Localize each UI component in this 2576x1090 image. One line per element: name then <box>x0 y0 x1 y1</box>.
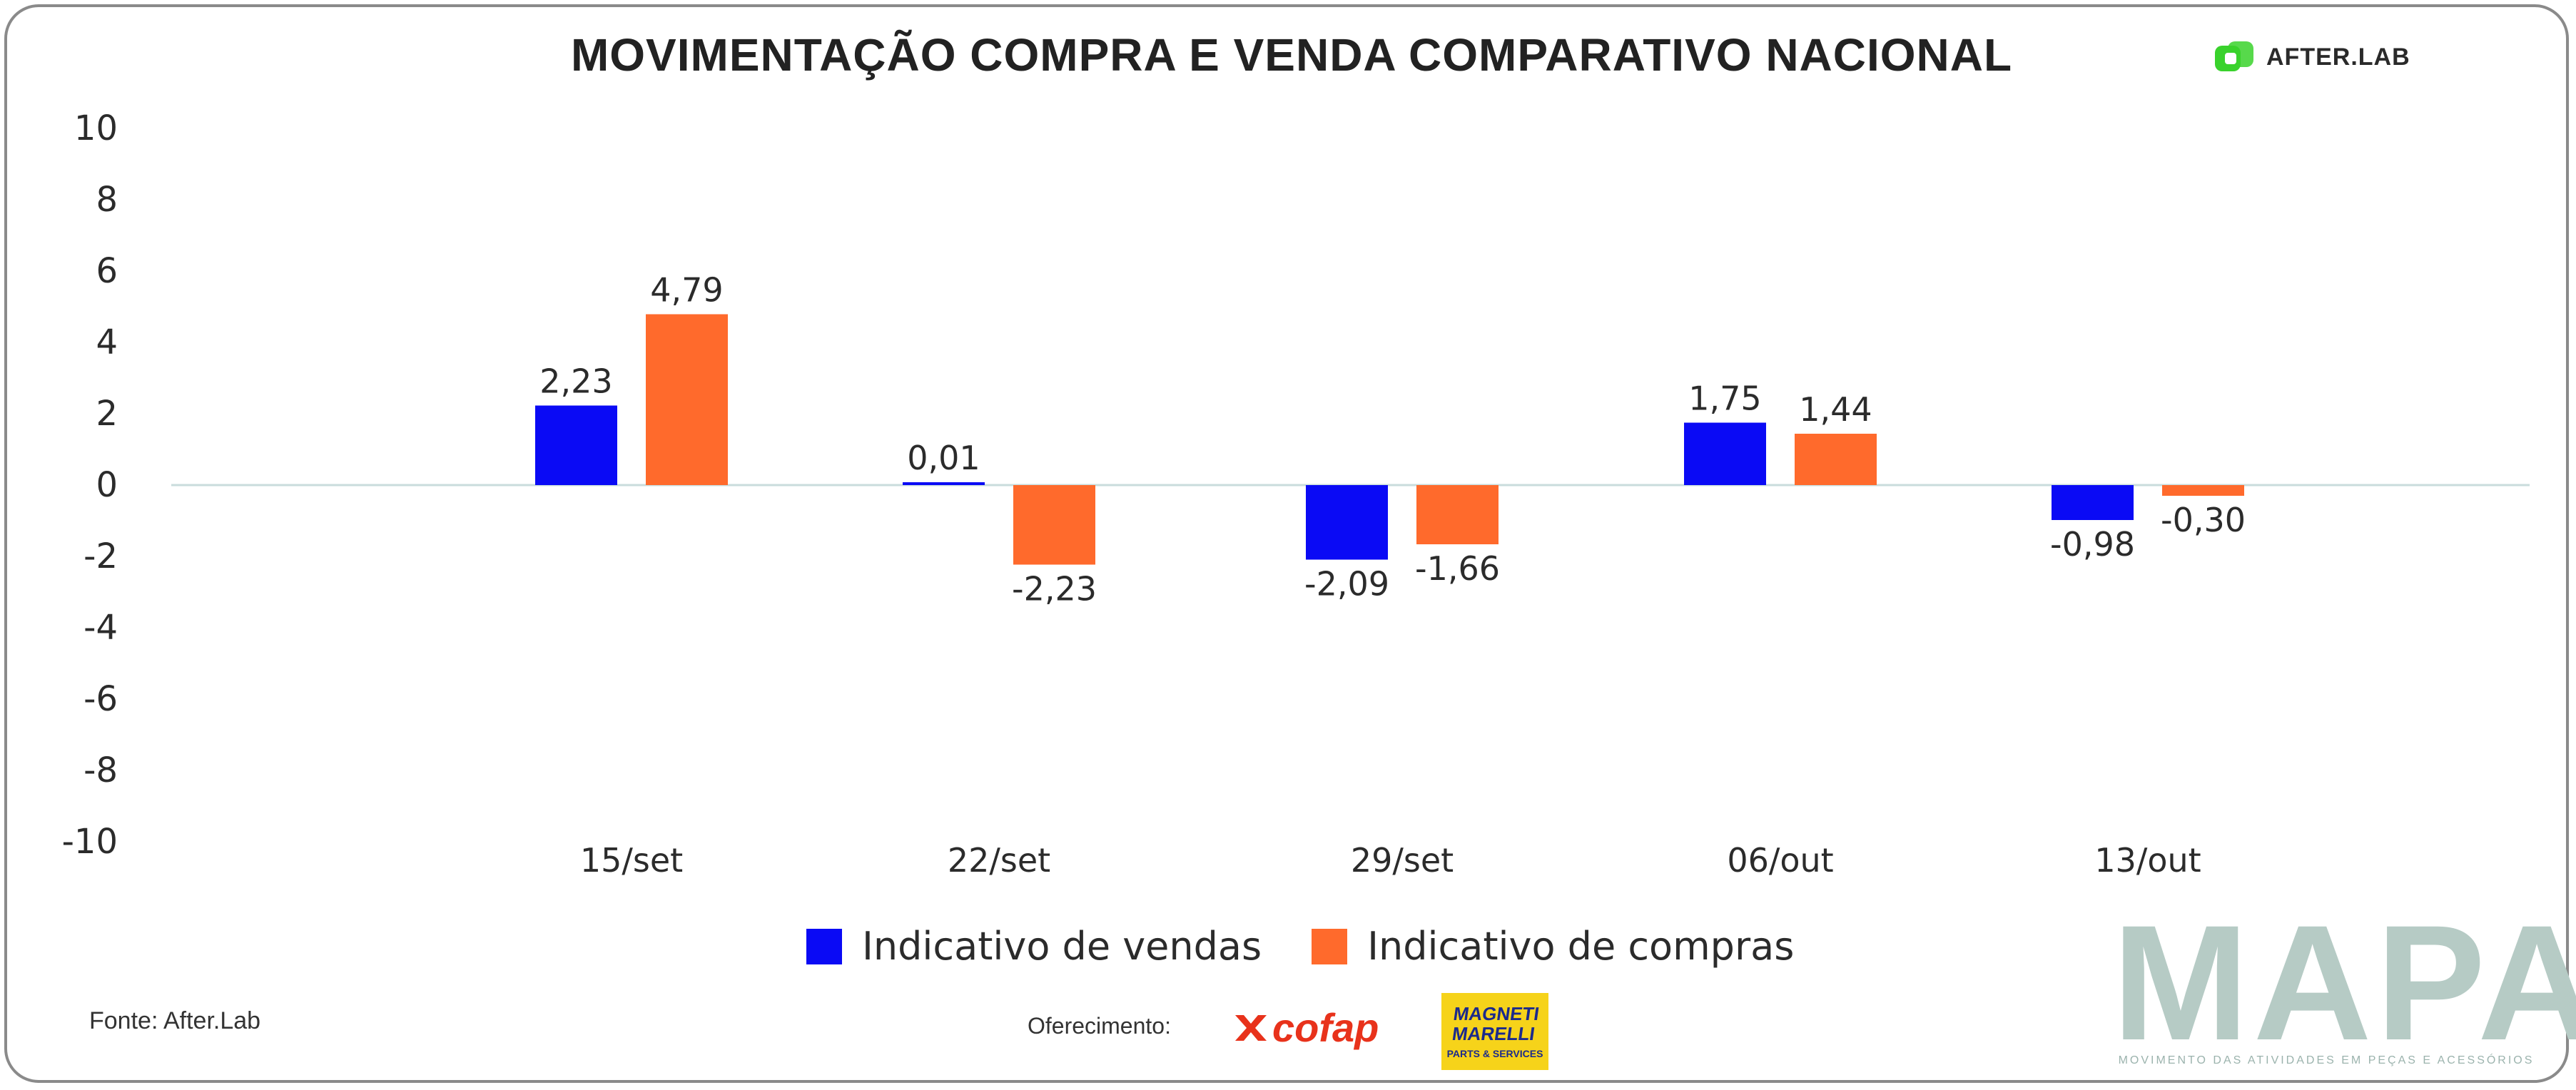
y-tick-label: -2 <box>83 536 118 576</box>
mapa-wordmark: MAPA <box>2112 891 2576 1074</box>
x-tick-label: 15/set <box>580 841 683 880</box>
source-note: Fonte: After.Lab <box>89 1007 261 1034</box>
afterlab-logo: AFTER.LAB <box>2212 36 2410 78</box>
bar-compras-15-set <box>646 314 728 485</box>
sponsor-label: Oferecimento: <box>1028 1013 1171 1039</box>
y-tick-label: 0 <box>96 465 118 505</box>
x-tick-label: 29/set <box>1351 841 1454 880</box>
mapa-tagline: MOVIMENTO DAS ATIVIDADES EM PEÇAS E ACES… <box>2118 1054 2535 1066</box>
data-label-compras: 1,44 <box>1799 390 1872 429</box>
chart-title: MOVIMENTAÇÃO COMPRA E VENDA COMPARATIVO … <box>570 29 2013 81</box>
y-tick-label: 6 <box>96 251 118 291</box>
chart-frame <box>4 4 2569 1083</box>
magneti-marelli-wordmark: MAGNETI MARELLI <box>1449 1003 1541 1044</box>
cofap-wordmark: cofap <box>1272 1005 1379 1050</box>
bar-compras-22-set <box>1013 485 1095 565</box>
x-tick-label: 13/out <box>2094 841 2201 880</box>
legend-swatch-compras <box>1312 928 1348 964</box>
cofap-logo: cofap <box>1231 1004 1379 1051</box>
x-tick-label: 06/out <box>1727 841 1833 880</box>
cofap-x-icon <box>1235 1014 1267 1041</box>
magneti-line2: MARELLI <box>1451 1023 1536 1044</box>
y-tick-label: 8 <box>96 180 118 220</box>
y-tick-label: -4 <box>83 608 118 648</box>
legend-label-vendas: Indicativo de vendas <box>862 924 1262 969</box>
bar-compras-06-out <box>1795 434 1877 485</box>
data-label-compras: -2,23 <box>1012 570 1097 608</box>
magneti-line1: MAGNETI <box>1451 1003 1541 1024</box>
data-label-compras: 4,79 <box>650 271 723 310</box>
afterlab-mark-icon <box>2215 41 2253 71</box>
bar-vendas-29-set <box>1306 485 1388 560</box>
legend: Indicativo de vendas Indicativo de compr… <box>806 924 1794 969</box>
bars-group <box>535 314 2244 565</box>
afterlab-wordmark: AFTER.LAB <box>2266 43 2410 71</box>
bar-vendas-13-out <box>2052 485 2134 520</box>
data-label-vendas: -2,09 <box>1304 565 1389 603</box>
x-axis: 15/set 22/set 29/set 06/out 13/out <box>580 841 2201 880</box>
legend-label-compras: Indicativo de compras <box>1367 924 1795 969</box>
y-tick-label: 2 <box>96 394 118 434</box>
y-tick-label: -10 <box>62 822 118 862</box>
y-tick-label: 4 <box>96 322 118 362</box>
x-tick-label: 22/set <box>948 841 1050 880</box>
y-tick-label: 10 <box>74 108 118 148</box>
data-label-compras: -0,30 <box>2161 501 2246 539</box>
data-label-compras: -1,66 <box>1415 549 1500 588</box>
legend-item-compras: Indicativo de compras <box>1312 924 1794 969</box>
legend-item-vendas: Indicativo de vendas <box>806 924 1262 969</box>
data-label-vendas: 1,75 <box>1688 380 1761 418</box>
bar-chart: 10 8 6 4 2 0 -2 -4 -6 -8 -10 2,23 4,79 0,01 -2,23 -2,0… <box>62 108 2530 880</box>
bar-vendas-22-set <box>903 482 985 485</box>
y-tick-label: -6 <box>83 679 118 719</box>
magneti-marelli-logo: MAGNETI MARELLI PARTS & SERVICES <box>1441 993 1548 1070</box>
data-labels-group: 2,23 4,79 0,01 -2,23 -2,09 -1,66 1,75 1,44 -0,98… <box>539 271 2246 608</box>
legend-swatch-vendas <box>806 928 842 964</box>
bar-vendas-06-out <box>1684 422 1766 485</box>
bar-vendas-15-set <box>535 405 617 485</box>
data-label-vendas: 2,23 <box>539 362 612 401</box>
magneti-subtitle: PARTS & SERVICES <box>1446 1048 1543 1059</box>
bar-compras-13-out <box>2162 485 2244 496</box>
data-label-vendas: -0,98 <box>2050 525 2135 564</box>
y-axis: 10 8 6 4 2 0 -2 -4 -6 -8 -10 <box>62 108 118 862</box>
data-label-vendas: 0,01 <box>907 439 980 477</box>
bar-compras-29-set <box>1416 485 1499 544</box>
y-tick-label: -8 <box>83 750 118 790</box>
mapa-logo: MAPA MOVIMENTO DAS ATIVIDADES EM PEÇAS E… <box>2112 891 2576 1074</box>
